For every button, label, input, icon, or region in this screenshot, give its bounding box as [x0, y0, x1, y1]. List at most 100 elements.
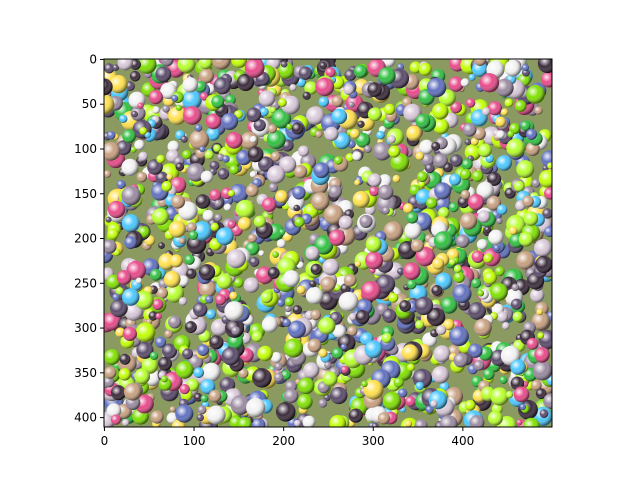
texture-shine: [438, 207, 450, 219]
texture-shine: [267, 124, 277, 134]
texture-shine: [535, 255, 552, 274]
texture-shine: [530, 379, 542, 391]
x-tick-label: 300: [362, 434, 385, 448]
texture-shine: [193, 392, 203, 402]
texture-shine: [245, 184, 259, 198]
y-tick-label: 350: [74, 366, 97, 380]
texture-shine: [124, 236, 138, 249]
texture-shine: [121, 288, 140, 306]
texture-shine: [433, 153, 448, 168]
texture-shine: [166, 173, 173, 181]
texture-shine: [424, 163, 435, 174]
texture-shine: [214, 199, 222, 208]
texture-shine: [433, 118, 449, 135]
texture-shine: [131, 110, 138, 118]
texture-shine: [289, 83, 297, 91]
texture-shine: [258, 90, 276, 107]
texture-shine: [453, 264, 462, 273]
texture-shine: [365, 251, 384, 270]
texture-shine: [210, 319, 228, 336]
texture-shine: [246, 107, 262, 123]
texture-shine: [246, 397, 266, 418]
texture-shine: [273, 372, 284, 383]
texture-shine: [182, 149, 192, 160]
texture-shine: [213, 144, 221, 153]
texture-shine: [267, 267, 280, 279]
texture-shine: [223, 203, 232, 212]
texture-shine: [348, 313, 357, 321]
texture-shine: [405, 396, 416, 407]
texture-shine: [169, 254, 183, 268]
texture-shine: [432, 257, 445, 270]
texture-shine: [520, 120, 531, 131]
texture-shine: [352, 151, 362, 161]
texture-shine: [186, 268, 197, 279]
texture-shine: [506, 138, 525, 158]
texture-shine: [406, 363, 415, 372]
texture-shine: [104, 141, 121, 161]
texture-shine: [198, 68, 214, 84]
texture-shine: [510, 359, 526, 375]
texture-shine: [418, 180, 426, 188]
texture-shine: [490, 387, 509, 406]
texture-shine: [487, 101, 502, 116]
texture-shine: [516, 160, 535, 179]
texture-shine: [476, 239, 488, 250]
texture-shine: [104, 63, 115, 74]
texture-shine: [292, 186, 306, 200]
texture-shine: [163, 270, 181, 288]
texture-shine: [535, 388, 547, 399]
texture-shine: [534, 347, 550, 363]
texture-shine: [134, 139, 145, 151]
texture-shine: [105, 216, 112, 223]
texture-shine: [284, 305, 292, 313]
x-tick-label: 200: [272, 434, 295, 448]
texture-shine: [519, 403, 526, 411]
texture-shine: [280, 61, 288, 68]
texture-shine: [134, 290, 154, 310]
texture-shine: [119, 353, 131, 365]
texture-shine: [410, 239, 424, 253]
texture-shine: [349, 128, 360, 139]
texture-shine: [477, 289, 485, 297]
texture-shine: [343, 274, 357, 287]
texture-shine: [148, 311, 158, 321]
texture-shine: [309, 280, 317, 288]
texture-shine: [406, 125, 422, 141]
texture-shine: [155, 66, 172, 83]
texture-shine: [330, 386, 348, 405]
texture-shine: [272, 251, 279, 258]
texture-shine: [325, 67, 336, 78]
texture-shine: [182, 90, 202, 110]
texture-shine: [345, 153, 355, 162]
texture-shine: [249, 135, 257, 143]
texture-shine: [460, 78, 470, 87]
texture-shine: [402, 262, 421, 280]
texture-shine: [200, 92, 209, 101]
texture-shine: [156, 287, 169, 299]
texture-shine: [251, 331, 263, 343]
texture-shine: [420, 153, 435, 167]
texture-shine: [505, 390, 514, 399]
texture-shine: [522, 195, 534, 208]
texture-shine: [468, 302, 486, 320]
texture-shine: [233, 277, 244, 288]
texture-shine: [192, 302, 208, 317]
texture-shine: [122, 129, 136, 144]
texture-shine: [155, 312, 162, 320]
texture-shine: [298, 66, 313, 80]
texture-shine: [483, 253, 493, 264]
texture-shine: [135, 277, 142, 284]
texture-shine: [490, 283, 508, 301]
y-tick-label: 150: [74, 187, 97, 201]
texture-shine: [296, 285, 306, 295]
texture-shine: [118, 368, 131, 381]
texture-shine: [334, 156, 343, 165]
texture-shine: [139, 127, 148, 135]
texture-shine: [200, 170, 214, 184]
texture-shine: [496, 204, 508, 215]
texture-shine: [284, 297, 294, 307]
texture-shine: [284, 338, 304, 358]
texture-shine: [149, 351, 159, 360]
texture-shine: [415, 151, 425, 161]
